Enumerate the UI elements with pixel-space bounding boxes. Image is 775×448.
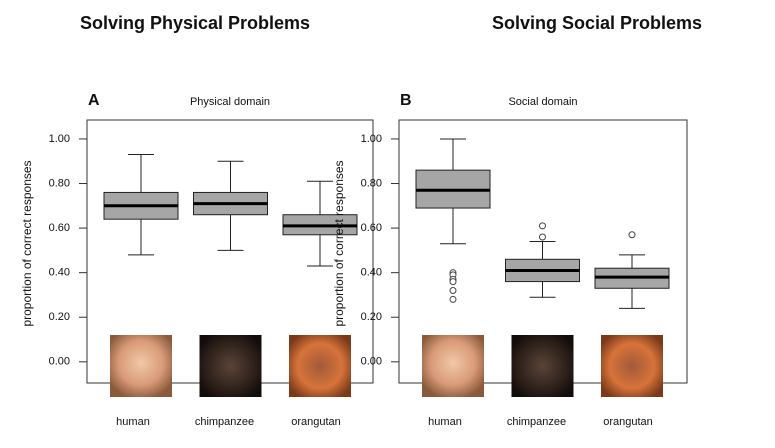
animal-photo bbox=[601, 335, 663, 397]
y-tick-label: 0.80 bbox=[361, 177, 382, 189]
y-tick-label: 0.00 bbox=[361, 356, 382, 368]
x-tick-label: human bbox=[428, 416, 462, 428]
x-tick-label: chimpanzee bbox=[195, 416, 254, 428]
outlier bbox=[449, 287, 457, 295]
chart-title: Solving Physical Problems bbox=[80, 13, 310, 33]
y-tick-label: 0.20 bbox=[49, 311, 70, 323]
animal-photo bbox=[110, 335, 172, 397]
outlier bbox=[539, 233, 546, 241]
y-tick-label: 0.80 bbox=[49, 177, 70, 189]
y-tick-label: 0.20 bbox=[361, 311, 382, 323]
animal-photo bbox=[199, 335, 262, 397]
outlier bbox=[449, 295, 457, 303]
animal-photo bbox=[511, 335, 574, 397]
y-axis-label: proportion of correct responses bbox=[20, 160, 34, 326]
panel-label: A bbox=[88, 92, 100, 109]
animal-photo bbox=[422, 335, 484, 397]
outlier bbox=[628, 231, 636, 239]
outlier bbox=[539, 222, 546, 230]
subtitle: Social domain bbox=[508, 96, 577, 108]
y-tick-label: 1.00 bbox=[361, 133, 382, 145]
chart-title: Solving Social Problems bbox=[492, 13, 702, 33]
y-axis-label: proportion of correct responses bbox=[332, 160, 346, 326]
y-tick-label: 0.40 bbox=[49, 267, 70, 279]
y-tick-label: 0.00 bbox=[49, 356, 70, 368]
x-tick-label: orangutan bbox=[603, 416, 653, 428]
x-tick-label: orangutan bbox=[291, 416, 341, 428]
animal-photo bbox=[289, 335, 351, 397]
y-tick-label: 0.60 bbox=[361, 222, 382, 234]
x-tick-label: chimpanzee bbox=[507, 416, 566, 428]
y-tick-label: 0.40 bbox=[361, 267, 382, 279]
x-tick-label: human bbox=[116, 416, 150, 428]
subtitle: Physical domain bbox=[190, 96, 270, 108]
y-tick-label: 1.00 bbox=[49, 133, 70, 145]
outlier bbox=[449, 278, 457, 286]
panel-label: B bbox=[400, 92, 412, 109]
y-tick-label: 0.60 bbox=[49, 222, 70, 234]
